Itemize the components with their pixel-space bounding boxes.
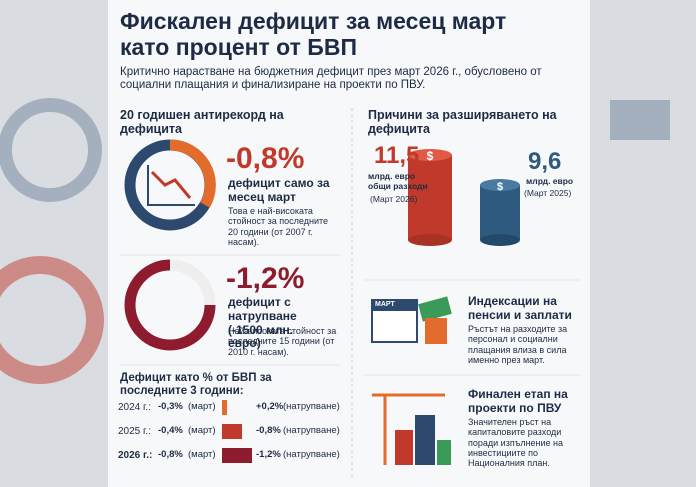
- march-note: (март): [188, 401, 216, 412]
- accum-note: (натрупване): [283, 449, 340, 460]
- coin-unit: млрд. евро общи разходи: [368, 171, 428, 191]
- row-year: 2026 г.:: [118, 450, 153, 461]
- accum-label: -1,2%: [256, 449, 281, 460]
- bar: [222, 448, 252, 463]
- coin-amount: 9,6: [528, 148, 562, 175]
- accum-note: (натрупване): [283, 425, 340, 436]
- bar: [222, 424, 242, 439]
- march-label: -0,8%: [158, 449, 183, 460]
- svg-text:$: $: [497, 181, 503, 193]
- reason-text: Значителен ръст на капиталовите разходи …: [468, 417, 564, 469]
- coin-period: (Март 2026): [370, 194, 418, 204]
- march-note: (март): [188, 425, 216, 436]
- coin-stack: $: [480, 179, 520, 246]
- stat-label: дефицит с натрупване (-1500 млн. евро): [228, 295, 297, 351]
- march-label: -0,4%: [158, 425, 183, 436]
- accum-label: +0,2%: [256, 401, 284, 412]
- coin-amount: 11,5: [374, 142, 420, 169]
- reason-title: Индексации на пенсии и заплати: [468, 294, 572, 322]
- coin-stack: $: [408, 149, 452, 246]
- stat-label: дефицит само за месец март: [228, 176, 330, 204]
- accum-note: (натрупване): [283, 401, 340, 412]
- coin-period: (Март 2025): [524, 188, 572, 198]
- row-year: 2025 г.:: [118, 426, 152, 437]
- row-year: 2024 г.:: [118, 402, 152, 413]
- bar: [222, 400, 227, 415]
- stat-value: -0,8%: [226, 142, 305, 175]
- heading: Причини за разширяването на дефицита: [368, 108, 557, 137]
- coin-unit: млрд. евро: [526, 176, 574, 186]
- chart-heading: Дефицит като % от БВП за последните 3 го…: [120, 372, 272, 398]
- title: Фискален дефицит за месец март като проц…: [120, 8, 507, 61]
- stat-note: Най-високата стойност за последните 15 г…: [228, 326, 337, 357]
- subtitle: Критично нарастване на бюджетния дефицит…: [120, 66, 542, 92]
- icon-label: МАРТ: [375, 301, 395, 308]
- march-note: (март): [188, 449, 216, 460]
- heading: 20 годишен антирекорд на дефицита: [120, 108, 284, 137]
- march-label: -0,3%: [158, 401, 183, 412]
- accum-label: -0,8%: [256, 425, 281, 436]
- stat-note: Това е най-високата стойност за последни…: [228, 206, 328, 248]
- reason-title: Финален етап на проекти по ПВУ: [468, 387, 568, 415]
- reason-text: Ръстът на разходите за персонал и социал…: [468, 324, 568, 366]
- svg-text:$: $: [427, 149, 434, 163]
- stat-value: -1,2%: [226, 262, 305, 295]
